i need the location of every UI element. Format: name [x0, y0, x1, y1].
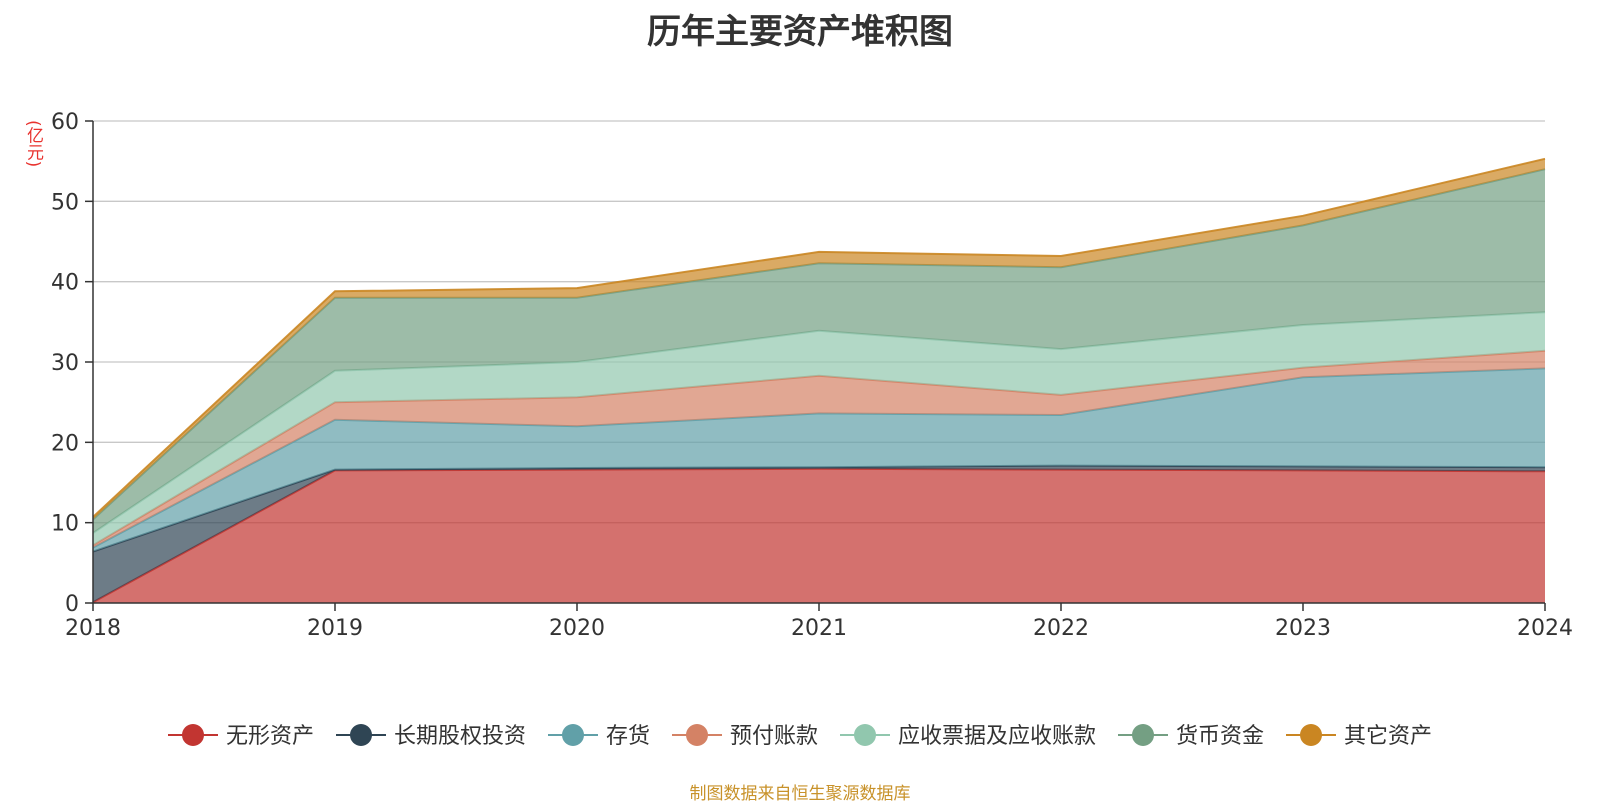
legend-label: 其它资产	[1344, 724, 1432, 749]
y-axis-unit-label: (亿元)	[23, 120, 43, 168]
y-tick-label: 20	[51, 431, 79, 456]
legend-marker-dot	[1300, 724, 1322, 746]
legend-marker-dot	[350, 724, 372, 746]
legend-item[interactable]: 其它资产	[1286, 724, 1432, 749]
legend-marker-dot	[562, 724, 584, 746]
area-应收票据及应收账款	[93, 312, 1545, 546]
y-tick-label: 30	[51, 351, 79, 376]
y-tick-label: 10	[51, 512, 79, 537]
legend-item[interactable]: 无形资产	[168, 724, 314, 749]
line-其它资产	[92, 157, 1546, 518]
legend-label: 存货	[606, 724, 650, 749]
legend-label: 预付账款	[730, 724, 818, 749]
legend-marker-dot	[854, 724, 876, 746]
x-tick-label: 2024	[1517, 616, 1573, 641]
y-tick-label: 60	[51, 110, 79, 135]
x-tick-label: 2023	[1275, 616, 1331, 641]
legend-marker-dot	[1132, 724, 1154, 746]
legend-item[interactable]: 长期股权投资	[336, 724, 526, 749]
chart-title: 历年主要资产堆积图	[647, 12, 953, 52]
y-tick-label: 50	[51, 190, 79, 215]
legend-label: 应收票据及应收账款	[898, 724, 1096, 749]
axes: 0 10 20 30 40 50 60 2018 2019 2020 2021 2022 2023 202…	[51, 110, 1573, 641]
legend-marker-dot	[686, 724, 708, 746]
area-series	[92, 157, 1546, 604]
x-tick-label: 2020	[549, 616, 605, 641]
area-存货	[93, 368, 1545, 552]
x-tick-label: 2021	[791, 616, 847, 641]
legend[interactable]: 无形资产 长期股权投资 存货 预付账款 应收票据及应收账款 货币资金 其它资产	[168, 724, 1432, 749]
legend-item[interactable]: 货币资金	[1118, 724, 1264, 749]
legend-item[interactable]: 应收票据及应收账款	[840, 724, 1096, 749]
legend-item[interactable]: 存货	[548, 724, 650, 749]
y-tick-label: 40	[51, 271, 79, 296]
legend-label: 货币资金	[1176, 724, 1264, 749]
legend-item[interactable]: 预付账款	[672, 724, 818, 749]
x-tick-label: 2019	[307, 616, 363, 641]
area-其它资产	[93, 158, 1545, 520]
x-tick-label: 2018	[65, 616, 121, 641]
area-无形资产	[93, 468, 1545, 603]
legend-marker-dot	[182, 724, 204, 746]
y-tick-label: 0	[65, 592, 79, 617]
x-tick-label: 2022	[1033, 616, 1089, 641]
legend-label: 长期股权投资	[394, 724, 526, 749]
area-货币资金	[93, 169, 1545, 534]
source-note: 制图数据来自恒生聚源数据库	[689, 784, 911, 804]
legend-label: 无形资产	[226, 724, 314, 749]
